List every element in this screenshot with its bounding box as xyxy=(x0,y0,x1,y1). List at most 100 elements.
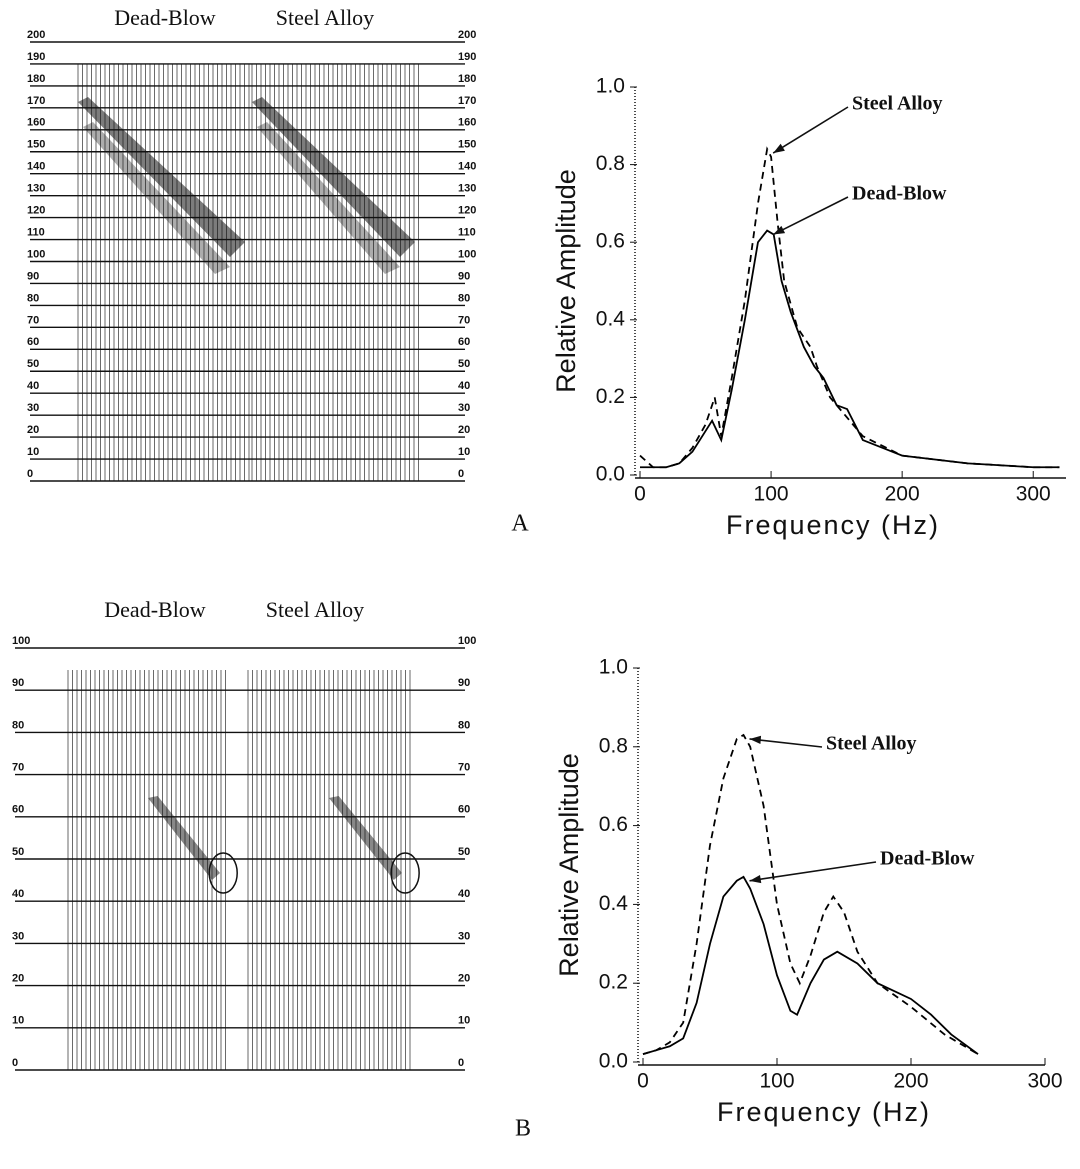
y-tick-label: 70 xyxy=(12,762,24,774)
y-tick-label: 0.2 xyxy=(596,385,625,408)
y-tick-label: 110 xyxy=(458,226,476,238)
column-title: Dead-Blow xyxy=(114,5,216,30)
y-tick-label: 70 xyxy=(458,314,470,326)
y-tick-label: 160 xyxy=(27,117,45,129)
y-tick-label: 40 xyxy=(27,380,39,392)
y-tick-label: 190 xyxy=(458,51,476,63)
y-tick-label: 60 xyxy=(27,336,39,348)
circle-mark xyxy=(208,852,238,894)
x-tick-label: 100 xyxy=(754,483,789,506)
y-tick-label: 100 xyxy=(12,635,30,647)
y-tick-label: 0.4 xyxy=(599,892,629,915)
x-tick-label: 200 xyxy=(885,483,920,506)
y-tick-label: 200 xyxy=(27,29,45,41)
y-tick-label: 50 xyxy=(458,846,470,858)
y-tick-label: 90 xyxy=(12,677,24,689)
y-tick-label: 100 xyxy=(27,248,45,260)
column-title: Steel Alloy xyxy=(266,597,364,622)
series-line xyxy=(642,875,979,1055)
y-tick-label: 150 xyxy=(27,139,45,151)
annotation-arrow xyxy=(772,196,849,236)
y-tick-label: 0 xyxy=(458,468,464,480)
y-tick-label: 130 xyxy=(458,183,476,195)
arrow-head xyxy=(773,225,786,235)
y-tick-label: 160 xyxy=(458,117,476,129)
arrow-head xyxy=(773,143,785,154)
series-line xyxy=(642,733,979,1055)
y-tick-label: 90 xyxy=(458,270,470,282)
y-tick-label: 0 xyxy=(458,1057,464,1069)
arrow-head xyxy=(749,874,762,884)
annotation: Steel Alloy xyxy=(852,93,943,115)
y-tick-label: 180 xyxy=(458,73,476,85)
annotation-arrow xyxy=(749,861,877,882)
y-tick-label: 50 xyxy=(12,846,24,858)
y-axis-label: Relative Amplitude xyxy=(554,753,584,977)
first-arrival xyxy=(257,122,400,274)
y-tick-label: 90 xyxy=(27,270,39,282)
y-tick-label: 100 xyxy=(458,248,476,260)
seismic-record xyxy=(77,64,419,481)
panel-label: A xyxy=(511,511,529,537)
series-line xyxy=(639,146,1060,469)
y-tick-label: 200 xyxy=(458,29,476,41)
y-tick-label: 0.0 xyxy=(599,1050,628,1073)
y-tick-label: 20 xyxy=(12,973,24,985)
y-tick-label: 20 xyxy=(458,973,470,985)
y-tick-label: 170 xyxy=(27,95,45,107)
y-tick-label: 140 xyxy=(27,161,45,173)
y-tick-label: 80 xyxy=(458,292,470,304)
y-tick-label: 0.2 xyxy=(599,971,628,994)
y-tick-label: 80 xyxy=(458,719,470,731)
y-tick-label: 40 xyxy=(458,888,470,900)
y-tick-label: 110 xyxy=(27,226,45,238)
x-tick-label: 200 xyxy=(893,1070,928,1093)
y-tick-label: 170 xyxy=(458,95,476,107)
y-tick-label: 30 xyxy=(27,402,39,414)
y-tick-label: 0 xyxy=(27,468,33,480)
y-tick-label: 0.0 xyxy=(596,463,625,486)
panel-label: B xyxy=(515,1116,531,1142)
column-title: Dead-Blow xyxy=(104,597,206,622)
y-tick-label: 10 xyxy=(458,446,470,458)
annotation-arrow xyxy=(772,106,849,154)
y-tick-label: 20 xyxy=(27,424,39,436)
y-tick-label: 30 xyxy=(458,402,470,414)
y-tick-label: 130 xyxy=(27,183,45,195)
y-tick-label: 80 xyxy=(27,292,39,304)
y-tick-label: 120 xyxy=(27,205,45,217)
y-tick-label: 60 xyxy=(458,804,470,816)
x-tick-label: 300 xyxy=(1027,1070,1062,1093)
y-tick-label: 100 xyxy=(458,635,476,647)
y-tick-label: 30 xyxy=(458,930,470,942)
y-tick-label: 0.4 xyxy=(596,307,626,330)
x-axis-label: Frequency (Hz) xyxy=(726,510,940,540)
first-arrival xyxy=(83,122,230,274)
circle-mark xyxy=(390,852,420,894)
x-tick-label: 0 xyxy=(634,483,646,506)
column-title: Steel Alloy xyxy=(276,5,374,30)
y-tick-label: 190 xyxy=(27,51,45,63)
y-axis-label: Relative Amplitude xyxy=(551,169,581,393)
x-tick-label: 100 xyxy=(759,1070,794,1093)
annotation-arrow xyxy=(749,738,823,748)
y-tick-label: 50 xyxy=(27,358,39,370)
annotation: Dead-Blow xyxy=(880,848,975,870)
y-tick-label: 0 xyxy=(12,1057,18,1069)
x-tick-label: 0 xyxy=(637,1070,649,1093)
y-tick-label: 20 xyxy=(458,424,470,436)
y-tick-label: 1.0 xyxy=(599,656,628,679)
y-tick-label: 70 xyxy=(27,314,39,326)
y-tick-label: 140 xyxy=(458,161,476,173)
x-axis-label: Frequency (Hz) xyxy=(717,1097,931,1127)
y-tick-label: 180 xyxy=(27,73,45,85)
y-tick-label: 60 xyxy=(12,804,24,816)
annotation: Dead-Blow xyxy=(852,183,947,205)
y-tick-label: 1.0 xyxy=(596,75,625,98)
y-tick-label: 120 xyxy=(458,205,476,217)
annotation: Steel Alloy xyxy=(826,733,917,755)
y-tick-label: 0.8 xyxy=(599,734,628,757)
y-tick-label: 0.8 xyxy=(596,152,625,175)
y-tick-label: 150 xyxy=(458,139,476,151)
